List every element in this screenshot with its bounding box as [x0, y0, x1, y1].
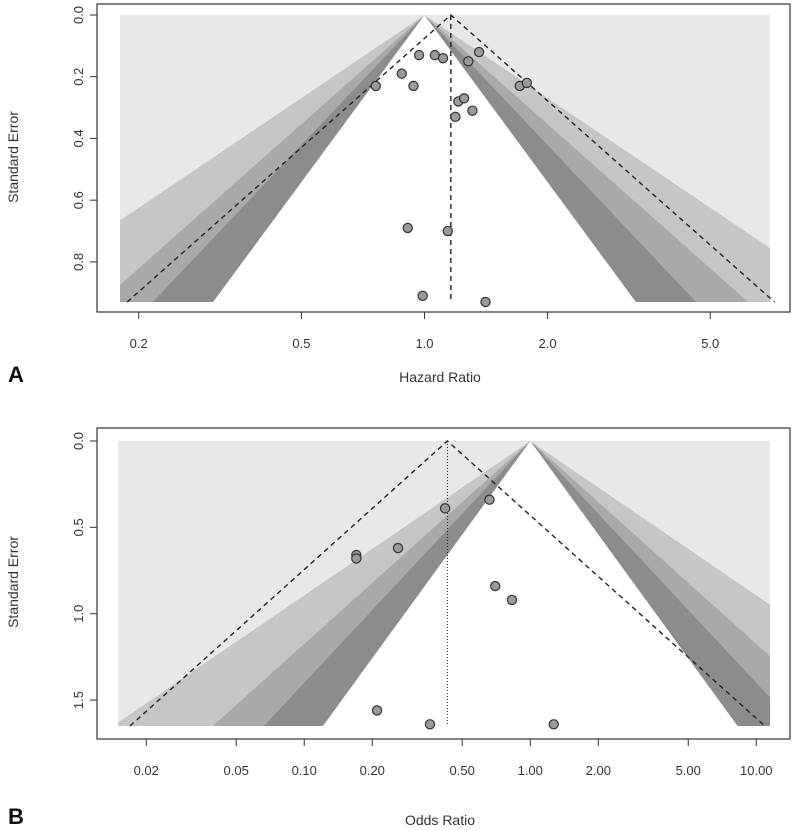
study-point	[442, 225, 453, 237]
study-point	[521, 77, 533, 89]
study-point	[396, 68, 407, 79]
study-point	[458, 93, 470, 104]
study-point	[424, 719, 436, 730]
panel-b-x-axis-title: Odds Ratio	[405, 812, 475, 828]
contour-band-white	[322, 441, 738, 726]
study-point	[490, 580, 501, 592]
x-tick-label: 0.50	[450, 763, 475, 778]
study-point	[417, 290, 428, 302]
study-point	[408, 80, 419, 92]
study-point	[370, 80, 381, 92]
y-tick-label: 0.0	[71, 432, 86, 450]
study-point	[548, 719, 559, 730]
y-tick-label: 0.6	[71, 191, 86, 209]
x-tick-label: 1.0	[415, 336, 433, 351]
panel-b-frame	[96, 427, 791, 740]
study-point	[351, 553, 362, 564]
x-tick-label: 1.00	[518, 763, 543, 778]
study-point	[484, 494, 495, 505]
study-point	[402, 222, 413, 234]
study-point	[506, 594, 518, 606]
panel-a-plot-area: 0.2 0.5 1.0 2.0 5.0 0.0 0.2 0.4 0.6 0.8	[71, 3, 791, 351]
panel-b: 0.02 0.05 0.10 0.20 0.50 1.00 2.00 5.00 10.00 0.0…	[5, 427, 791, 829]
x-tick-label: 0.10	[292, 763, 317, 778]
x-tick-label: 2.0	[539, 336, 557, 351]
study-point	[463, 56, 474, 67]
x-tick-label: 0.5	[292, 336, 310, 351]
y-tick-label: 1.5	[71, 691, 86, 709]
x-tick-label: 5.0	[701, 336, 719, 351]
contour-band-white	[213, 15, 636, 302]
panel-b-plot-area: 0.02 0.05 0.10 0.20 0.50 1.00 2.00 5.00 10.00 0.0…	[71, 427, 791, 778]
panel-a-x-axis-title: Hazard Ratio	[399, 369, 481, 385]
y-tick-label: 0.8	[71, 253, 86, 271]
study-point	[467, 105, 478, 116]
x-tick-label: 0.05	[224, 763, 249, 778]
x-tick-label: 2.00	[586, 763, 611, 778]
y-tick-label: 0.4	[71, 129, 86, 147]
panel-a-y-axis-title: Standard Error	[5, 111, 21, 203]
panel-a-letter: A	[8, 362, 24, 387]
panel-b-y-axis-title: Standard Error	[5, 536, 21, 628]
panel-a: 0.2 0.5 1.0 2.0 5.0 0.0 0.2 0.4 0.6 0.8 A Hazard …	[5, 3, 791, 387]
x-tick-label: 5.00	[676, 763, 701, 778]
x-tick-label: 0.20	[360, 763, 385, 778]
y-tick-label: 0.5	[71, 518, 86, 536]
y-tick-label: 0.0	[71, 6, 86, 24]
study-point	[437, 53, 449, 64]
y-tick-label: 1.0	[71, 605, 86, 623]
panel-a-frame	[96, 3, 791, 313]
study-point	[371, 705, 383, 716]
x-tick-label: 10.00	[740, 763, 773, 778]
study-point	[450, 111, 461, 123]
panel-b-letter: B	[8, 804, 24, 829]
study-point	[439, 503, 451, 514]
y-tick-label: 0.2	[71, 68, 86, 86]
study-point	[473, 46, 485, 58]
x-tick-label: 0.02	[134, 763, 159, 778]
study-point	[392, 542, 404, 554]
study-point	[413, 49, 425, 61]
study-point	[480, 296, 491, 308]
x-tick-label: 0.2	[130, 336, 148, 351]
